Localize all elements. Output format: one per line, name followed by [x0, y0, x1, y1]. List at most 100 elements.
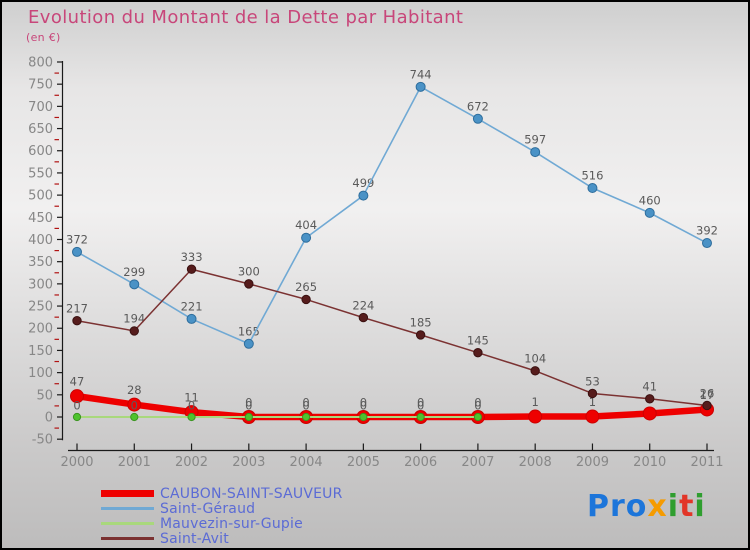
data-point: [472, 113, 483, 124]
data-point-label: 28: [127, 383, 142, 397]
y-tick-label: 0: [45, 411, 53, 426]
data-point-label: 0: [188, 398, 195, 412]
x-tick-label: 2009: [576, 455, 609, 470]
logo-letter: P: [587, 489, 610, 524]
data-point-label: 0: [474, 398, 481, 412]
data-point: [415, 81, 426, 92]
legend-line-swatch: [101, 507, 154, 510]
y-tick-label: 250: [28, 300, 53, 315]
series-Saint-Géraud: 372 299 221 165 404 499 744 672 597 516 460 392: [66, 67, 718, 349]
data-point: [359, 412, 368, 422]
data-point-label: 1: [532, 395, 539, 409]
data-point: [187, 412, 196, 422]
legend-line-swatch: [101, 490, 154, 497]
data-point-label: 265: [295, 280, 317, 294]
data-point-label: 392: [696, 224, 718, 238]
logo-letter: o: [625, 489, 648, 524]
logo-letter: i: [667, 489, 680, 524]
logo-letter: x: [647, 489, 668, 524]
y-tick-label: 650: [28, 122, 53, 137]
y-tick-label: 350: [28, 255, 53, 270]
series-line: [73, 392, 711, 421]
legend-line-swatch: [101, 522, 154, 525]
x-tick-label: 2000: [60, 455, 93, 470]
logo-letter: t: [679, 489, 695, 524]
data-point: [243, 338, 254, 349]
data-point: [473, 412, 483, 422]
chart-subtitle: (en €): [26, 31, 61, 44]
data-point-label: 0: [417, 396, 424, 410]
logo-letter: r: [610, 489, 626, 524]
legend-item-saint-avit: Saint-Avit: [101, 530, 343, 547]
data-point-label: 185: [410, 316, 432, 330]
data-point: [358, 312, 369, 323]
data-point-label: 217: [66, 302, 88, 316]
data-point: [415, 330, 426, 340]
data-point: [244, 279, 254, 289]
data-point: [702, 400, 712, 411]
series-Mauvezin-sur-Gupie: 0 0 0 0 0 0 0 0: [72, 398, 483, 422]
data-point-label: 41: [642, 380, 657, 394]
data-point-label: 224: [352, 298, 374, 312]
data-point-label: 0: [73, 398, 80, 412]
y-tick-label: 600: [28, 144, 53, 159]
legend-item-mauvezin-sur-gupie: Mauvezin-sur-Gupie: [101, 515, 343, 532]
x-tick-label: 2003: [232, 455, 265, 470]
data-point: [186, 264, 197, 274]
data-point-label: 0: [474, 396, 481, 410]
data-point: [530, 147, 541, 158]
data-point-label: 404: [295, 218, 317, 232]
data-point: [645, 394, 655, 404]
data-point-label: 145: [467, 333, 489, 347]
legend-label: Mauvezin-sur-Gupie: [160, 515, 303, 532]
data-point: [642, 406, 657, 421]
y-axis: -50 0 50 100 150 200 250 300 350 400 450 500 550 600 6…: [28, 55, 64, 448]
x-tick-label: 2007: [461, 455, 494, 470]
data-point: [530, 366, 540, 376]
data-point-label: 460: [639, 193, 661, 207]
data-point: [301, 232, 312, 243]
data-point-label: 0: [417, 398, 424, 412]
data-point: [416, 412, 425, 422]
data-point: [127, 397, 142, 412]
data-point-label: 194: [123, 312, 145, 326]
data-point: [528, 409, 543, 424]
data-point: [72, 246, 82, 257]
data-point-label: 26: [700, 386, 715, 400]
y-tick-label: 550: [28, 166, 53, 181]
data-point-label: 299: [123, 265, 145, 279]
y-tick-label: 500: [28, 189, 53, 204]
data-point-label: 0: [245, 396, 252, 410]
legend-line-swatch: [101, 537, 154, 540]
data-point-label: 672: [467, 99, 489, 113]
x-tick-label: 2005: [347, 455, 380, 470]
x-tick-label: 2008: [519, 455, 552, 470]
x-axis: 2000 2001 2002 2003 2004 2005 2006 2007 2008 2009…: [60, 443, 724, 470]
data-point-label: 333: [181, 250, 203, 264]
data-point-label: 597: [524, 133, 546, 147]
series-line: [76, 86, 708, 345]
legend-item-caubon-saint-sauveur: CAUBON-SAINT-SAUVEUR: [101, 485, 343, 502]
data-point-label: 11: [184, 391, 199, 405]
data-point: [301, 294, 311, 305]
chart-title: Evolution du Montant de la Dette par Hab…: [28, 7, 464, 28]
legend-label: Saint-Avit: [160, 530, 229, 547]
y-tick-label: 100: [28, 366, 53, 381]
data-point-label: 165: [238, 324, 260, 338]
data-point: [644, 207, 655, 218]
x-tick-label: 2010: [633, 455, 666, 470]
proxiti-logo: Proxiti: [587, 489, 706, 524]
y-tick-label: 150: [28, 344, 53, 359]
x-tick-label: 2011: [690, 455, 723, 470]
data-point: [130, 412, 139, 422]
data-point: [72, 412, 82, 422]
y-tick-label: 50: [36, 388, 53, 403]
legend-item-saint-géraud: Saint-Géraud: [101, 501, 343, 517]
data-point-label: 0: [302, 398, 309, 412]
legend-label: CAUBON-SAINT-SAUVEUR: [160, 485, 343, 502]
x-tick-label: 2004: [290, 455, 323, 470]
x-tick-label: 2002: [175, 455, 208, 470]
data-point: [244, 412, 253, 422]
data-point: [186, 313, 197, 324]
